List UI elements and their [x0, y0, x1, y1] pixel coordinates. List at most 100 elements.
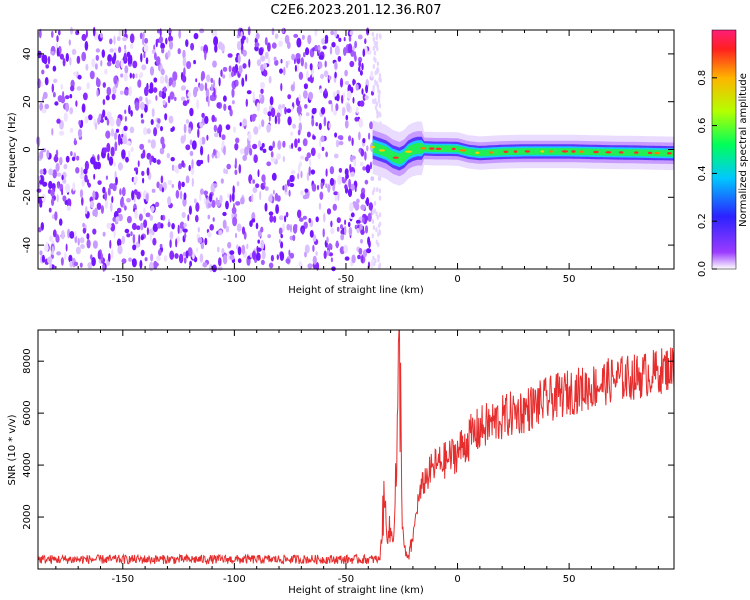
noise-speckle: [329, 177, 335, 186]
noise-speckle: [343, 244, 349, 254]
noise-speckle: [89, 70, 95, 80]
noise-speckle: [39, 150, 44, 160]
noise-speckle: [212, 60, 217, 68]
noise-speckle: [321, 146, 325, 152]
noise-speckle: [277, 116, 281, 125]
noise-speckle: [209, 224, 214, 231]
noise-speckle: [371, 31, 375, 37]
noise-speckle: [193, 256, 198, 263]
noise-speckle: [376, 187, 379, 193]
noise-speckle: [146, 167, 150, 176]
noise-speckle: [234, 157, 237, 168]
x-tick-label: 50: [563, 574, 576, 585]
noise-speckle: [276, 153, 281, 160]
noise-speckle: [336, 93, 340, 102]
noise-speckle: [86, 233, 90, 240]
noise-speckle: [227, 53, 233, 58]
noise-speckle: [108, 253, 111, 262]
noise-speckle: [333, 109, 337, 116]
noise-speckle: [249, 252, 253, 258]
noise-speckle: [158, 90, 163, 98]
noise-speckle: [80, 166, 83, 175]
noise-speckle: [360, 161, 364, 167]
noise-speckle: [296, 105, 302, 115]
noise-speckle: [203, 44, 209, 55]
noise-speckle: [101, 113, 104, 124]
noise-speckle: [292, 123, 296, 129]
noise-speckle: [113, 161, 116, 167]
noise-speckle: [138, 213, 143, 221]
noise-speckle: [237, 246, 242, 256]
noise-speckle: [92, 240, 98, 249]
noise-speckle: [235, 79, 239, 87]
noise-speckle: [62, 58, 66, 67]
noise-speckle: [269, 215, 274, 223]
noise-speckle: [238, 164, 242, 174]
noise-speckle: [138, 96, 143, 102]
noise-speckle: [238, 65, 243, 74]
noise-speckle: [136, 191, 141, 200]
noise-speckle: [140, 119, 145, 124]
noise-speckle: [270, 151, 274, 158]
noise-speckle: [341, 94, 344, 104]
noise-speckle: [264, 37, 268, 46]
noise-speckle: [347, 188, 353, 197]
noise-speckle: [246, 143, 251, 150]
signal-hotspot: [540, 150, 545, 153]
noise-speckle: [179, 190, 183, 200]
noise-speckle: [299, 113, 302, 122]
noise-speckle: [268, 195, 273, 203]
noise-speckle: [370, 259, 374, 269]
noise-speckle: [263, 107, 268, 115]
noise-speckle: [39, 250, 43, 256]
noise-speckle: [344, 184, 348, 190]
noise-speckle: [353, 51, 357, 60]
noise-speckle: [352, 78, 355, 86]
noise-speckle: [153, 262, 159, 267]
noise-speckle: [337, 55, 342, 62]
noise-speckle: [266, 161, 272, 167]
noise-speckle: [300, 170, 303, 179]
noise-speckle: [247, 26, 251, 36]
noise-speckle: [217, 127, 220, 134]
signal-hotspot: [489, 151, 493, 154]
noise-speckle: [371, 233, 374, 239]
noise-speckle: [362, 249, 368, 258]
noise-speckle: [145, 97, 148, 103]
noise-speckle: [343, 92, 345, 98]
noise-speckle: [206, 74, 211, 83]
noise-speckle: [291, 106, 294, 112]
noise-speckle: [167, 221, 171, 228]
noise-speckle: [169, 239, 172, 249]
noise-speckle: [348, 178, 351, 189]
noise-speckle: [205, 88, 210, 99]
noise-speckle: [262, 63, 268, 69]
signal-hotspot: [392, 156, 399, 159]
noise-speckle: [253, 126, 259, 135]
noise-speckle: [328, 75, 332, 80]
noise-speckle: [299, 155, 305, 160]
noise-speckle: [234, 169, 238, 176]
noise-speckle: [288, 249, 291, 257]
spectrogram-y-axis-label: Frequency (Hz): [7, 112, 18, 188]
noise-speckle: [229, 194, 232, 203]
noise-speckle: [105, 175, 108, 180]
noise-speckle: [241, 226, 246, 235]
noise-speckle: [65, 52, 70, 62]
y-tick-label: -20: [22, 189, 33, 205]
noise-speckle: [123, 72, 128, 82]
noise-speckle: [284, 34, 290, 45]
noise-speckle: [218, 257, 222, 267]
noise-speckle: [347, 43, 353, 54]
noise-speckle: [378, 89, 381, 95]
noise-speckle: [52, 65, 57, 72]
noise-speckle: [114, 47, 117, 53]
noise-speckle: [130, 110, 133, 117]
noise-speckle: [256, 102, 261, 112]
noise-speckle: [126, 233, 131, 238]
noise-speckle: [39, 102, 44, 111]
noise-speckle: [102, 231, 106, 237]
noise-speckle: [368, 202, 373, 211]
noise-speckle: [376, 61, 380, 67]
noise-speckle: [128, 86, 132, 97]
